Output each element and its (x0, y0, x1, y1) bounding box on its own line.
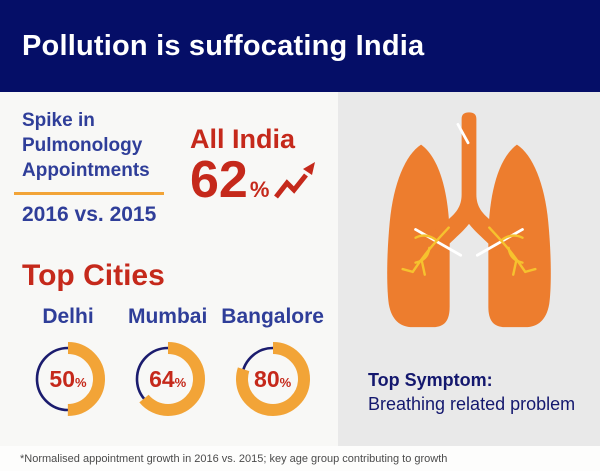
spike-stats-row: Spike in Pulmonology Appointments 2016 v… (14, 108, 338, 227)
city-donut-chart: 80 % (233, 339, 313, 419)
donut-value: 80 (254, 365, 280, 392)
top-symptom-text: Breathing related problem (368, 394, 576, 414)
donut-rings (31, 342, 105, 417)
donut-rings (235, 342, 310, 417)
donut-arc (31, 342, 105, 417)
all-india-value-row: 62 % (190, 151, 317, 209)
donut-arc (235, 342, 310, 417)
footnote-text: *Normalised appointment growth in 2016 v… (20, 452, 448, 465)
top-symptom-block: Top Symptom: Breathing related problem (368, 370, 575, 415)
all-india-label: All India (190, 124, 296, 154)
city-donut-chart: 50 % (28, 339, 108, 419)
donut-unit: % (279, 374, 292, 390)
donut-value: 50 (49, 365, 76, 392)
top-symptom-label: Top Symptom: (368, 370, 493, 390)
cities-row: Delhi 50 % Mumbai 64 % Bangalore (22, 305, 338, 419)
city-column: Mumbai 64 % (122, 305, 214, 419)
city-donut-chart: 64 % (128, 339, 208, 419)
donut-center-label: 50 % (28, 339, 108, 419)
city-label: Mumbai (127, 305, 208, 329)
footer-strip: *Normalised appointment growth in 2016 v… (0, 446, 600, 471)
lungs-illustration-icon (387, 112, 551, 328)
growth-arrow-icon (274, 161, 316, 199)
content-area: Spike in Pulmonology Appointments 2016 v… (0, 92, 600, 446)
city-label: Bangalore (221, 305, 324, 329)
stats-panel: Spike in Pulmonology Appointments 2016 v… (0, 92, 338, 446)
spike-label-block: Spike in Pulmonology Appointments 2016 v… (14, 108, 164, 227)
all-india-value: 62 (190, 151, 248, 209)
all-india-block: All India 62 % (190, 124, 317, 227)
city-column: Bangalore 80 % (221, 305, 324, 419)
donut-center-label: 64 % (128, 339, 208, 419)
city-column: Delhi 50 % (22, 305, 114, 419)
donut-arc (130, 342, 205, 417)
page-title: Pollution is suffocating India (22, 29, 425, 62)
donut-unit: % (174, 374, 187, 390)
donut-unit: % (75, 374, 87, 390)
orange-divider (14, 192, 164, 196)
donut-value: 64 (149, 365, 175, 392)
comparison-period: 2016 vs. 2015 (22, 203, 157, 227)
top-cities-heading: Top Cities (22, 259, 165, 293)
spike-label: Spike in Pulmonology Appointments (22, 110, 150, 182)
header-banner: Pollution is suffocating India (0, 0, 600, 92)
all-india-unit: % (249, 176, 270, 202)
donut-rings (130, 342, 205, 417)
symptom-panel: Top Symptom: Breathing related problem (338, 92, 600, 446)
city-label: Delhi (42, 305, 94, 329)
donut-center-label: 80 % (233, 339, 313, 419)
